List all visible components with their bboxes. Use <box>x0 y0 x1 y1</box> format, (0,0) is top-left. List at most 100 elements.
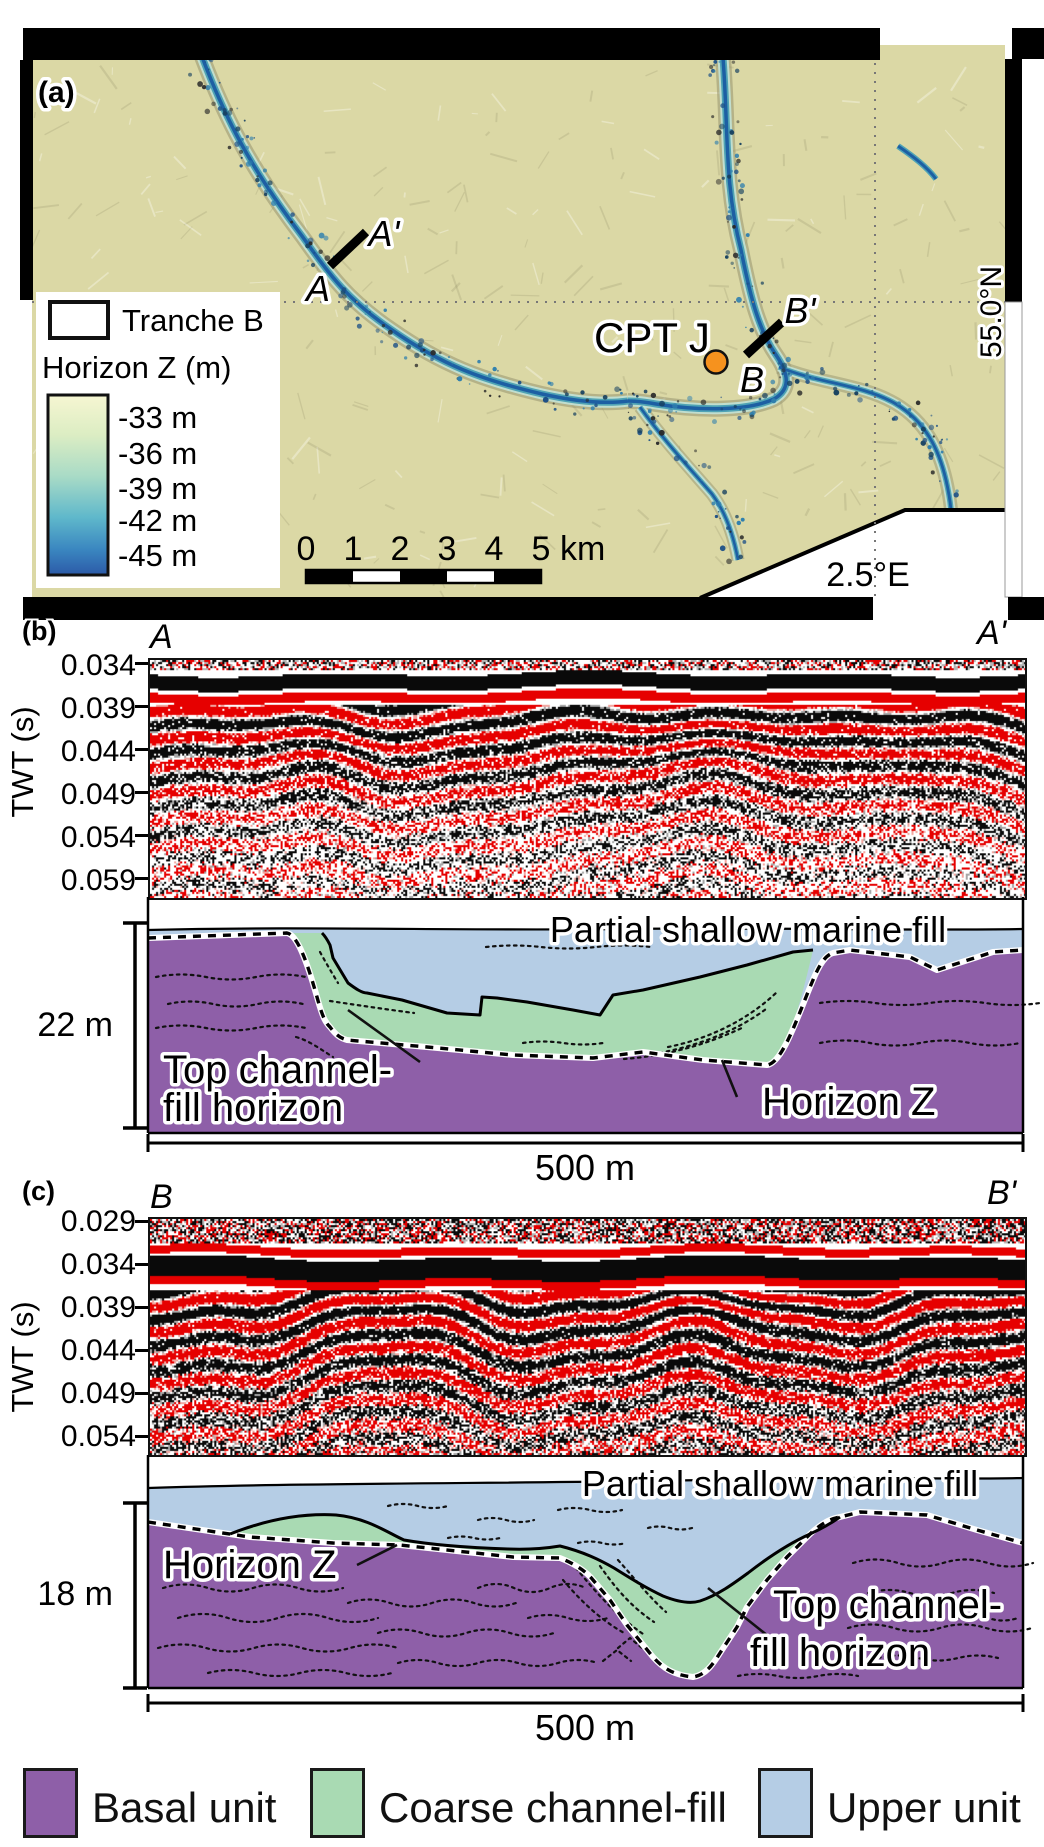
depth-scale-c: 18 m <box>37 1575 113 1613</box>
colorbar-tick: -42 m <box>118 503 197 538</box>
twt-tick-b: 0.034 <box>60 649 136 682</box>
frame-top-right-piece <box>1012 28 1044 59</box>
interpretation-b: Partial shallow marine fill Top channel-… <box>37 897 1042 1188</box>
marine-fill-label-b: Partial shallow marine fill <box>550 909 946 950</box>
transect-a-line <box>326 228 370 270</box>
map-corner-cutout <box>700 510 1005 598</box>
width-scale-c: 500 m <box>535 1707 635 1748</box>
twt-tick-c: 0.049 <box>60 1377 136 1410</box>
twt-tick-c: 0.039 <box>60 1291 136 1324</box>
section-b-start: A <box>150 618 173 656</box>
scalebar-number: 5 <box>532 530 551 568</box>
twt-tick-b: 0.049 <box>60 778 136 811</box>
frame-left-bar <box>20 60 33 300</box>
tick-mark <box>135 1263 148 1266</box>
channel-fill-region <box>287 933 813 1065</box>
frame-bottom-right-piece <box>1008 597 1044 620</box>
section-c-end: B' <box>987 1174 1017 1212</box>
colorbar-tick: -33 m <box>118 400 197 435</box>
tick-mark <box>135 1435 148 1438</box>
twt-axis-title-b: TWT (s) <box>5 706 40 818</box>
top-channel-label-c-line1: Top channel- <box>773 1583 1002 1627</box>
map-legend: Tranche B Horizon Z (m) -33 m -36 m -39 … <box>36 292 280 588</box>
top-channel-label-b-line2: fill horizon <box>163 1086 343 1130</box>
scalebar-number: 1 <box>344 530 363 568</box>
longitude-label: 2.5°E <box>826 556 910 594</box>
section-b-end: A' <box>977 614 1007 652</box>
horizon-z-line <box>147 1510 1024 1679</box>
seismic-section-b <box>148 658 1027 900</box>
seabed-line <box>147 927 1024 932</box>
scalebar-unit: km <box>560 530 605 568</box>
depth-bracket-c <box>123 1501 147 1690</box>
horizon-z-label-b: Horizon Z <box>762 1080 935 1124</box>
legend-swatch-basal <box>23 1768 78 1838</box>
map-corner-border <box>699 508 1005 600</box>
map-panel: A A' B B' CPT J 55.0°N 2.5°E (a) Tranche… <box>20 28 1044 620</box>
twt-tick-b: 0.039 <box>60 692 136 725</box>
channel-fill-region <box>230 1514 840 1677</box>
top-channel-label-c-line2: fill horizon <box>750 1631 930 1675</box>
strata-dotted-lines <box>156 1502 1035 1680</box>
seismic-section-c <box>148 1217 1027 1457</box>
panel-a-label: (a) <box>38 76 75 109</box>
cpt-label: CPT J <box>594 314 710 361</box>
twt-tick-c: 0.034 <box>60 1248 136 1281</box>
section-c-start: B <box>150 1178 173 1216</box>
tick-mark <box>135 791 148 794</box>
legend-swatch-channel-fill <box>310 1768 365 1838</box>
top-channel-fill-line <box>320 931 814 1017</box>
basal-unit-region <box>148 933 1023 1133</box>
frame-bottom-bar <box>23 597 873 620</box>
scalebar-number: 2 <box>391 530 410 568</box>
marine-fill-label-c: Partial shallow marine fill <box>582 1463 978 1504</box>
panel-c-label: (c) <box>22 1176 55 1206</box>
transect-a-end-label: A' <box>367 213 401 254</box>
twt-axis-title-c: TWT (s) <box>5 1301 40 1413</box>
colorbar-tick: -45 m <box>118 538 197 573</box>
legend-label-channel-fill: Coarse channel-fill <box>379 1784 727 1831</box>
tick-mark <box>135 1306 148 1309</box>
transect-b-line <box>742 318 786 359</box>
colorbar-title: Horizon Z (m) <box>42 350 231 385</box>
tick-mark <box>135 877 148 880</box>
frame-top-bar <box>23 28 880 60</box>
twt-tick-c: 0.044 <box>60 1334 136 1367</box>
horizon-z-line <box>147 931 1024 1067</box>
horizon-z-label-c: Horizon Z <box>163 1543 336 1587</box>
width-scale-b: 500 m <box>535 1147 635 1188</box>
cpt-marker-dot <box>703 349 729 375</box>
twt-tick-b: 0.044 <box>60 735 136 768</box>
tranche-label: Tranche B <box>122 303 264 338</box>
top-channel-label-b-line1: Top channel- <box>163 1048 392 1092</box>
twt-tick-b: 0.059 <box>60 864 136 897</box>
scalebar-number: 0 <box>297 530 316 568</box>
tick-mark <box>135 1392 148 1395</box>
top-channel-leader-c <box>707 1586 774 1642</box>
interpretation-c: Partial shallow marine fill Horizon Z To… <box>37 1455 1035 1748</box>
horizon-z-leader-c <box>356 1543 398 1567</box>
transect-b-start-label: B <box>740 359 764 400</box>
top-channel-leader-b <box>347 1008 421 1064</box>
legend-label-upper: Upper unit <box>827 1784 1021 1831</box>
transect-a-start-label: A <box>304 268 330 309</box>
colorbar-tick: -36 m <box>118 436 197 471</box>
channel-speckles <box>188 46 966 565</box>
interp-border-c <box>146 1455 1025 1690</box>
tick-mark <box>135 834 148 837</box>
twt-tick-b: 0.054 <box>60 821 136 854</box>
legend-label-basal: Basal unit <box>92 1784 277 1831</box>
tick-mark <box>135 662 148 665</box>
tranche-swatch <box>48 300 110 340</box>
width-scalebar-c <box>146 1694 1025 1712</box>
map-scalebar: 0 1 2 3 4 5 km <box>297 530 605 585</box>
frame-right-bar <box>1005 59 1022 302</box>
tick-mark <box>135 705 148 708</box>
latitude-label: 55.0°N <box>975 266 1008 358</box>
twt-tick-c: 0.054 <box>60 1420 136 1453</box>
horizon-z-leader-b <box>720 1059 739 1098</box>
scalebar-number: 3 <box>438 530 457 568</box>
tick-mark <box>135 1349 148 1352</box>
tick-mark <box>135 748 148 751</box>
